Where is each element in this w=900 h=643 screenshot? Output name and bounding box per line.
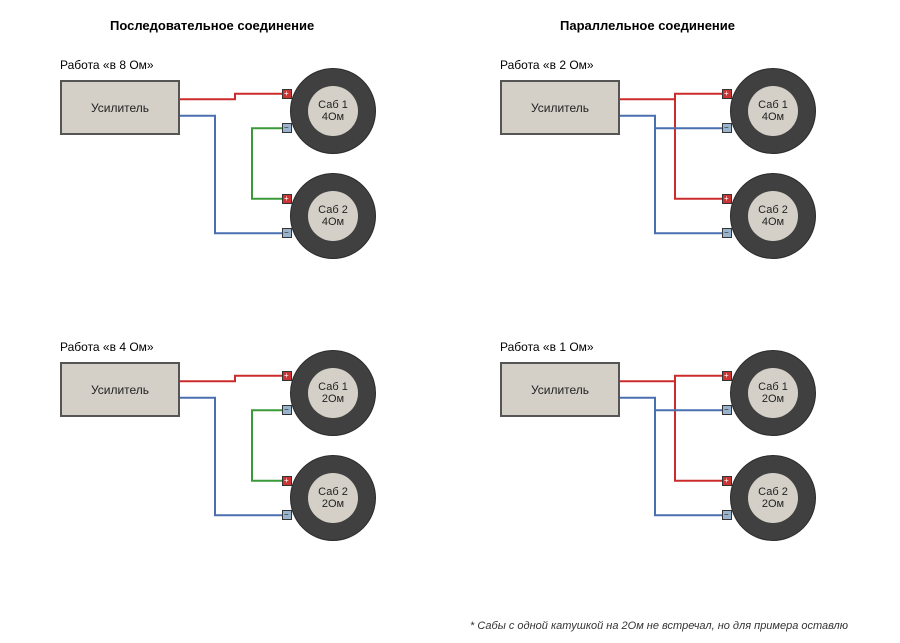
wiring [60, 58, 420, 288]
wiring [60, 340, 420, 570]
panel-parallel-2ohm: Работа «в 2 Ом»УсилительСаб 14ОмСаб 24Ом [500, 58, 860, 278]
panel-series-8ohm: Работа «в 8 Ом»УсилительСаб 14ОмСаб 24Ом [60, 58, 420, 278]
panel-series-4ohm: Работа «в 4 Ом»УсилительСаб 12ОмСаб 22Ом [60, 340, 420, 560]
wiring [500, 58, 860, 288]
panel-parallel-1ohm: Работа «в 1 Ом»УсилительСаб 12ОмСаб 22Ом [500, 340, 860, 560]
title-parallel: Параллельное соединение [560, 18, 735, 33]
wiring [500, 340, 860, 570]
footnote: * Сабы с одной катушкой на 2Ом не встреч… [470, 620, 848, 632]
title-series: Последовательное соединение [110, 18, 314, 33]
